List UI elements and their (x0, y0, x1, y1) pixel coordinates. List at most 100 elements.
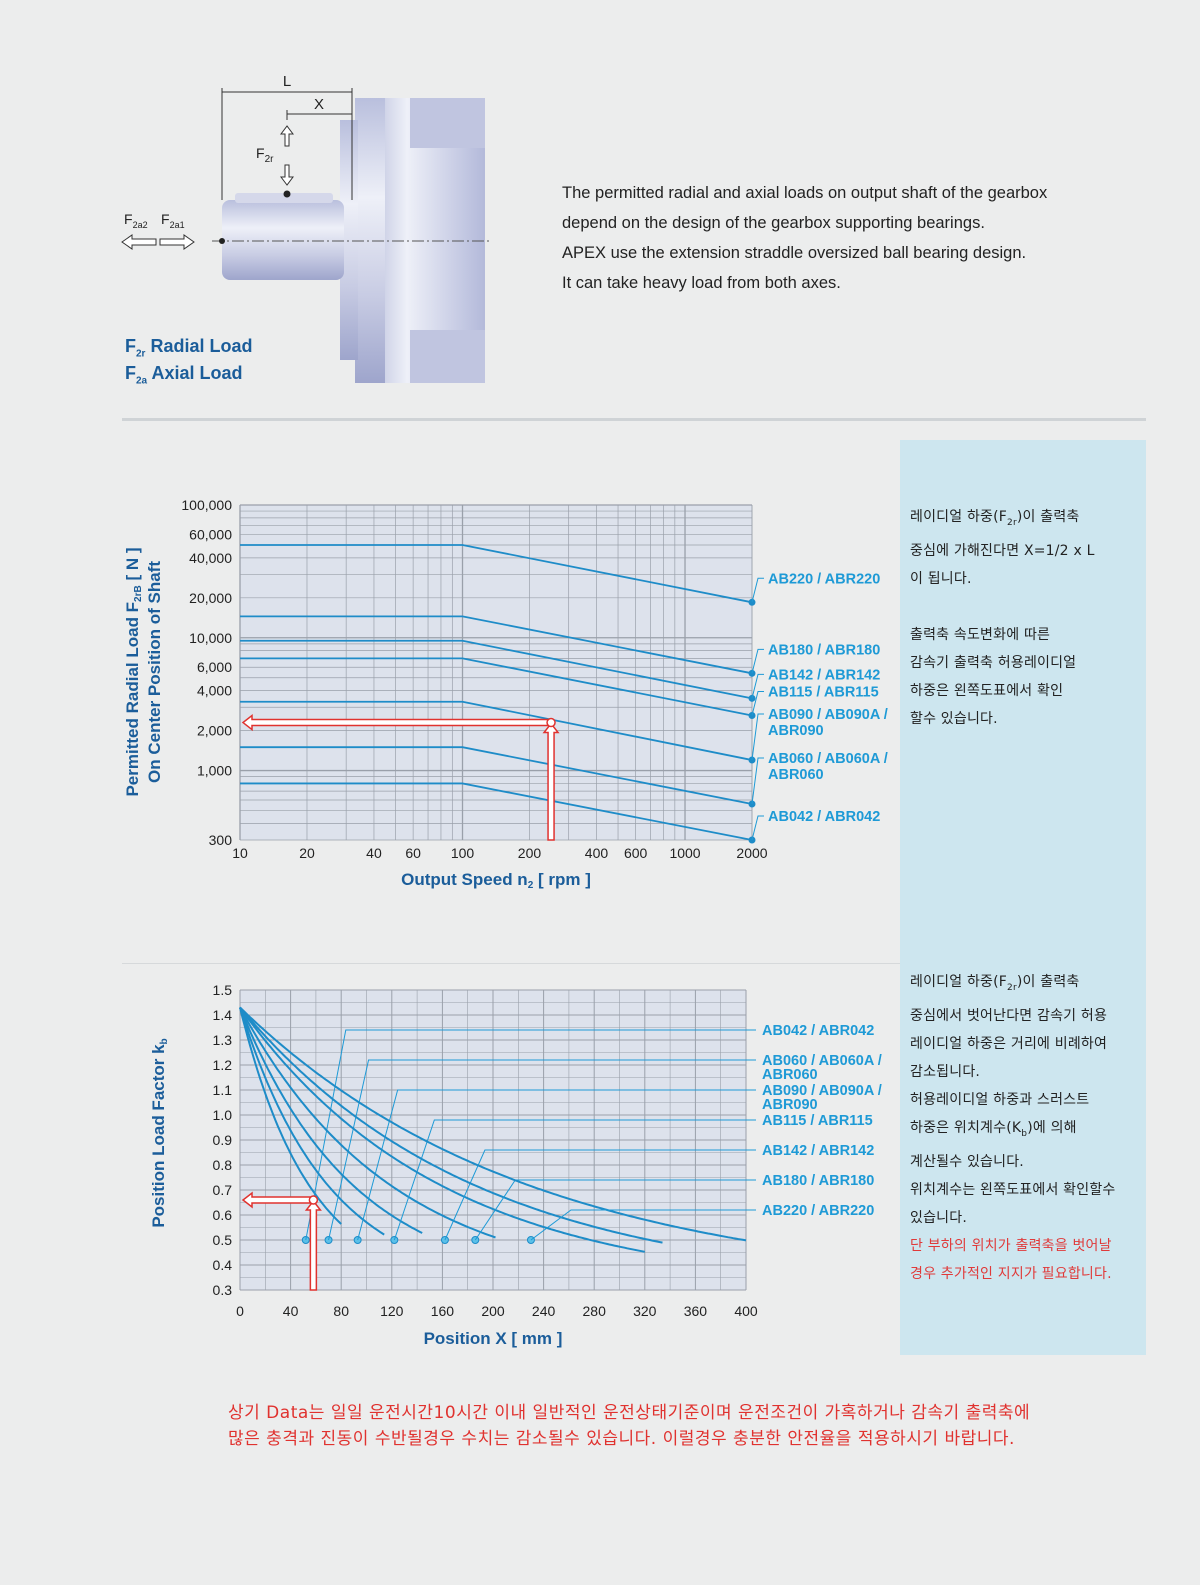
y-tick-label: 0.7 (213, 1182, 233, 1198)
series-label: AB180 / ABR180 (762, 1173, 874, 1189)
series-line (240, 700, 753, 761)
y-tick-label: 0.5 (213, 1232, 233, 1248)
note-radial-center: 레이디얼 하중(F2r)이 출력축 중심에 가해진다면 X=1/2 x L 이 … (910, 509, 1095, 727)
y-tick-label: 2,000 (197, 723, 232, 739)
x-axis-title: Position X [ mm ] (424, 1329, 563, 1348)
x-tick-label: 1000 (669, 845, 700, 861)
example-arrow-left (241, 714, 552, 732)
x-tick-label: 200 (518, 845, 542, 861)
axial-force-arrows (121, 234, 195, 250)
series-label: AB060 / AB060A / (768, 751, 888, 767)
dimension-L-label: L (283, 73, 291, 90)
x-tick-label: 40 (366, 845, 382, 861)
radial-force-arrows (280, 125, 294, 186)
x-tick-label: 200 (481, 1303, 505, 1319)
example-arrow-left (241, 1191, 315, 1209)
series-leader (751, 577, 764, 603)
y-tick-label: 0.4 (213, 1257, 233, 1273)
series-label: AB060 / AB060A / (762, 1053, 882, 1069)
intro-line: The permitted radial and axial loads on … (562, 184, 1048, 202)
series-line (240, 746, 753, 805)
series-label: AB090 / AB090A / (768, 707, 888, 723)
y-axis-title-line2: On Center Position of Shaft (145, 561, 164, 783)
series-leader (751, 648, 764, 674)
y-tick-label: 40,000 (189, 550, 232, 566)
intro-line: APEX use the extension straddle oversize… (562, 244, 1027, 262)
y-tick-label: 1.2 (213, 1057, 233, 1073)
series-label: AB042 / ABR042 (768, 809, 880, 825)
series-label: AB142 / ABR142 (768, 667, 880, 683)
series-curve (239, 1006, 645, 1253)
series-leader (751, 713, 764, 761)
x-tick-label: 400 (585, 845, 609, 861)
series-label: AB142 / ABR142 (762, 1143, 874, 1159)
example-arrow-up (542, 722, 560, 841)
y-tick-label: 1,000 (197, 763, 232, 779)
series-leader (357, 1089, 756, 1241)
x-tick-label: 40 (283, 1303, 299, 1319)
output-shaft (222, 193, 344, 280)
series-leader (328, 1059, 756, 1241)
series-leader (444, 1149, 756, 1241)
x-tick-label: 320 (633, 1303, 657, 1319)
series-label: ABR090 (762, 1097, 818, 1113)
series-leader (751, 815, 764, 841)
series-label: AB220 / ABR220 (762, 1203, 874, 1219)
series-curve (239, 1007, 496, 1239)
x-tick-label: 20 (299, 845, 315, 861)
y-tick-label: 60,000 (189, 526, 232, 542)
axial-load-legend: F2a Axial Load (125, 363, 243, 387)
section-divider (122, 418, 1146, 421)
radial-force-label: F2r (256, 145, 274, 165)
y-tick-label: 0.8 (213, 1157, 233, 1173)
y-tick-label: 10,000 (189, 630, 232, 646)
x-tick-label: 360 (684, 1303, 708, 1319)
note-position-factor: 레이디얼 하중(F2r)이 출력축 중심에서 벗어난다면 감속기 허용 레이디얼… (910, 974, 1116, 1282)
intro-line: depend on the design of the gearbox supp… (562, 214, 985, 232)
radial-load-legend: F2r Radial Load (125, 336, 253, 360)
axial-load-point (219, 238, 225, 244)
y-axis-title: Position Load Factor kb (149, 1038, 170, 1227)
series-leader (393, 1119, 756, 1241)
series-end-marker (748, 800, 756, 808)
y-axis-title-line1: Permitted Radial Load F2rB [ N ] (123, 547, 144, 796)
intro-line: It can take heavy load from both axes. (562, 274, 841, 292)
example-point (308, 1195, 319, 1205)
series-line (240, 544, 753, 604)
series-label: AB220 / ABR220 (768, 571, 880, 587)
y-tick-label: 1.5 (213, 982, 233, 998)
intro-text: The permitted radial and axial loads on … (562, 178, 1162, 298)
series-line (240, 782, 753, 841)
series-leader (305, 1029, 756, 1241)
y-tick-label: 4,000 (197, 683, 232, 699)
x-tick-label: 240 (532, 1303, 556, 1319)
y-tick-label: 0.3 (213, 1282, 233, 1298)
series-curve (239, 1006, 747, 1242)
x-tick-label: 60 (405, 845, 421, 861)
x-tick-label: 600 (624, 845, 648, 861)
y-tick-label: 1.3 (213, 1032, 233, 1048)
series-line (240, 639, 753, 700)
example-point (546, 717, 556, 728)
y-tick-label: 1.4 (213, 1007, 233, 1023)
radial-load-point (283, 190, 291, 198)
series-label: ABR060 (768, 767, 824, 783)
y-tick-label: 100,000 (181, 497, 232, 513)
y-tick-label: 20,000 (189, 590, 232, 606)
series-label: AB115 / ABR115 (768, 684, 879, 700)
x-tick-label: 160 (431, 1303, 455, 1319)
x-tick-label: 120 (380, 1303, 404, 1319)
y-tick-label: 6,000 (197, 659, 232, 675)
radial-load-chart: 10 20 40 60 100 200 400 600 1000 2000 300 1,000 2,00… (123, 497, 888, 891)
shaft-load-diagram: L X F2r F2a2 F2a1 (121, 73, 490, 383)
notes-panel (900, 440, 1146, 1355)
y-tick-label: 1.0 (213, 1107, 233, 1123)
x-tick-label: 400 (734, 1303, 758, 1319)
series-line (240, 657, 753, 717)
x-axis-title: Output Speed n2 [ rpm ] (401, 870, 591, 891)
series-leader (751, 690, 764, 716)
series-curve (239, 1007, 385, 1236)
series-leader (530, 1209, 756, 1241)
y-tick-label: 0.6 (213, 1207, 233, 1223)
series-leader (751, 757, 764, 805)
